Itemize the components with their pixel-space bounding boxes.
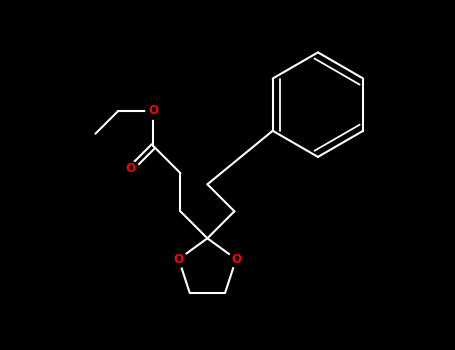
Text: O: O — [148, 104, 158, 118]
Text: O: O — [126, 162, 136, 175]
Text: O: O — [174, 253, 184, 266]
Text: O: O — [231, 253, 241, 266]
